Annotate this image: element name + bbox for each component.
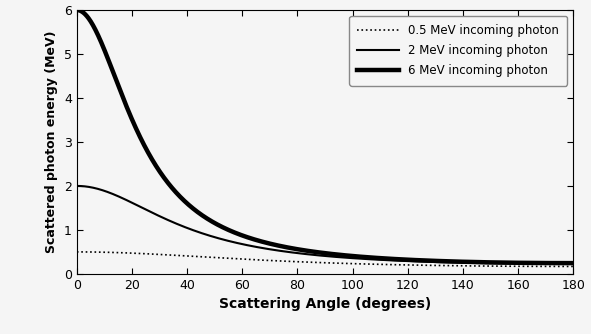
Line: 6 MeV incoming photon: 6 MeV incoming photon <box>77 10 573 263</box>
2 MeV incoming photon <box>464 261 471 265</box>
6 MeV incoming photon <box>570 261 577 265</box>
0.5 MeV incoming photon <box>555 265 562 269</box>
2 MeV incoming photon <box>555 262 562 266</box>
2 MeV incoming photon <box>99 188 106 192</box>
0.5 MeV incoming photon <box>99 250 106 254</box>
2 MeV incoming photon <box>570 262 577 266</box>
2 MeV incoming photon <box>301 252 309 256</box>
Y-axis label: Scattered photon energy (MeV): Scattered photon energy (MeV) <box>46 31 59 253</box>
2 MeV incoming photon <box>73 184 80 188</box>
0.5 MeV incoming photon <box>314 261 322 265</box>
6 MeV incoming photon <box>99 42 106 46</box>
Line: 0.5 MeV incoming photon: 0.5 MeV incoming photon <box>77 252 573 267</box>
6 MeV incoming photon <box>314 250 322 254</box>
2 MeV incoming photon <box>314 254 322 258</box>
2 MeV incoming photon <box>556 262 563 266</box>
0.5 MeV incoming photon <box>570 265 577 269</box>
0.5 MeV incoming photon <box>301 260 309 264</box>
6 MeV incoming photon <box>464 260 471 264</box>
0.5 MeV incoming photon <box>464 264 471 268</box>
X-axis label: Scattering Angle (degrees): Scattering Angle (degrees) <box>219 297 431 311</box>
0.5 MeV incoming photon <box>556 265 563 269</box>
6 MeV incoming photon <box>555 261 562 265</box>
6 MeV incoming photon <box>301 248 309 253</box>
Line: 2 MeV incoming photon: 2 MeV incoming photon <box>77 186 573 264</box>
6 MeV incoming photon <box>556 261 563 265</box>
0.5 MeV incoming photon <box>73 250 80 254</box>
Legend: 0.5 MeV incoming photon, 2 MeV incoming photon, 6 MeV incoming photon: 0.5 MeV incoming photon, 2 MeV incoming … <box>349 16 567 86</box>
6 MeV incoming photon <box>73 8 80 12</box>
